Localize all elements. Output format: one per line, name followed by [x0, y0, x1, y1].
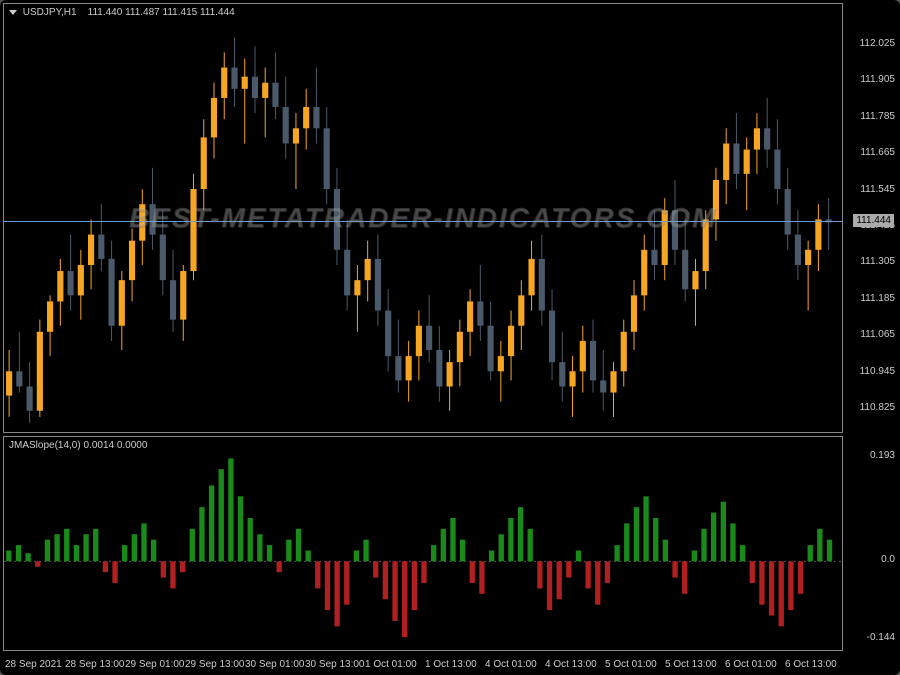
current-price-line: 111.444 [4, 221, 842, 222]
indicator-y-tick: -0.144 [867, 632, 895, 643]
y-tick-label: 110.945 [860, 366, 895, 377]
main-chart-title: USDJPY,H1 111.440 111.487 111.415 111.44… [9, 7, 235, 18]
y-tick-label: 111.905 [860, 74, 895, 85]
symbol-label: USDJPY,H1 [23, 7, 77, 18]
indicator-y-tick: 0.193 [870, 450, 895, 461]
x-tick-label: 1 Oct 13:00 [425, 659, 477, 670]
x-tick-label: 1 Oct 01:00 [365, 659, 417, 670]
indicator-canvas [4, 437, 844, 652]
indicator-chart[interactable]: JMASlope(14,0) 0.0014 0.0000 [3, 436, 843, 651]
x-tick-label: 29 Sep 01:00 [125, 659, 185, 670]
x-tick-label: 6 Oct 13:00 [785, 659, 837, 670]
y-tick-label: 111.065 [860, 329, 895, 340]
x-tick-label: 30 Sep 01:00 [245, 659, 305, 670]
indicator-y-tick: 0.0 [881, 554, 895, 565]
x-tick-label: 4 Oct 13:00 [545, 659, 597, 670]
time-axis: 28 Sep 202128 Sep 13:0029 Sep 01:0029 Se… [3, 654, 843, 672]
main-price-chart[interactable]: USDJPY,H1 111.440 111.487 111.415 111.44… [3, 3, 843, 433]
x-tick-label: 28 Sep 2021 [5, 659, 62, 670]
y-tick-label: 111.545 [860, 184, 895, 195]
current-price-tag: 111.444 [853, 214, 894, 227]
y-tick-label: 111.785 [860, 111, 895, 122]
candlestick-canvas [4, 4, 844, 434]
x-tick-label: 30 Sep 13:00 [305, 659, 365, 670]
x-tick-label: 6 Oct 01:00 [725, 659, 777, 670]
x-tick-label: 5 Oct 13:00 [665, 659, 717, 670]
dropdown-icon[interactable] [9, 10, 17, 15]
y-tick-label: 112.025 [860, 38, 895, 49]
x-tick-label: 29 Sep 13:00 [185, 659, 245, 670]
ohlc-label: 111.440 111.487 111.415 111.444 [88, 7, 235, 18]
y-tick-label: 111.305 [860, 256, 895, 267]
y-tick-label: 111.185 [860, 293, 895, 304]
chart-container: USDJPY,H1 111.440 111.487 111.415 111.44… [0, 0, 900, 675]
indicator-title: JMASlope(14,0) 0.0014 0.0000 [9, 440, 147, 451]
y-tick-label: 110.825 [860, 402, 895, 413]
x-tick-label: 28 Sep 13:00 [65, 659, 125, 670]
x-tick-label: 4 Oct 01:00 [485, 659, 537, 670]
x-tick-label: 5 Oct 01:00 [605, 659, 657, 670]
y-tick-label: 111.665 [860, 147, 895, 158]
